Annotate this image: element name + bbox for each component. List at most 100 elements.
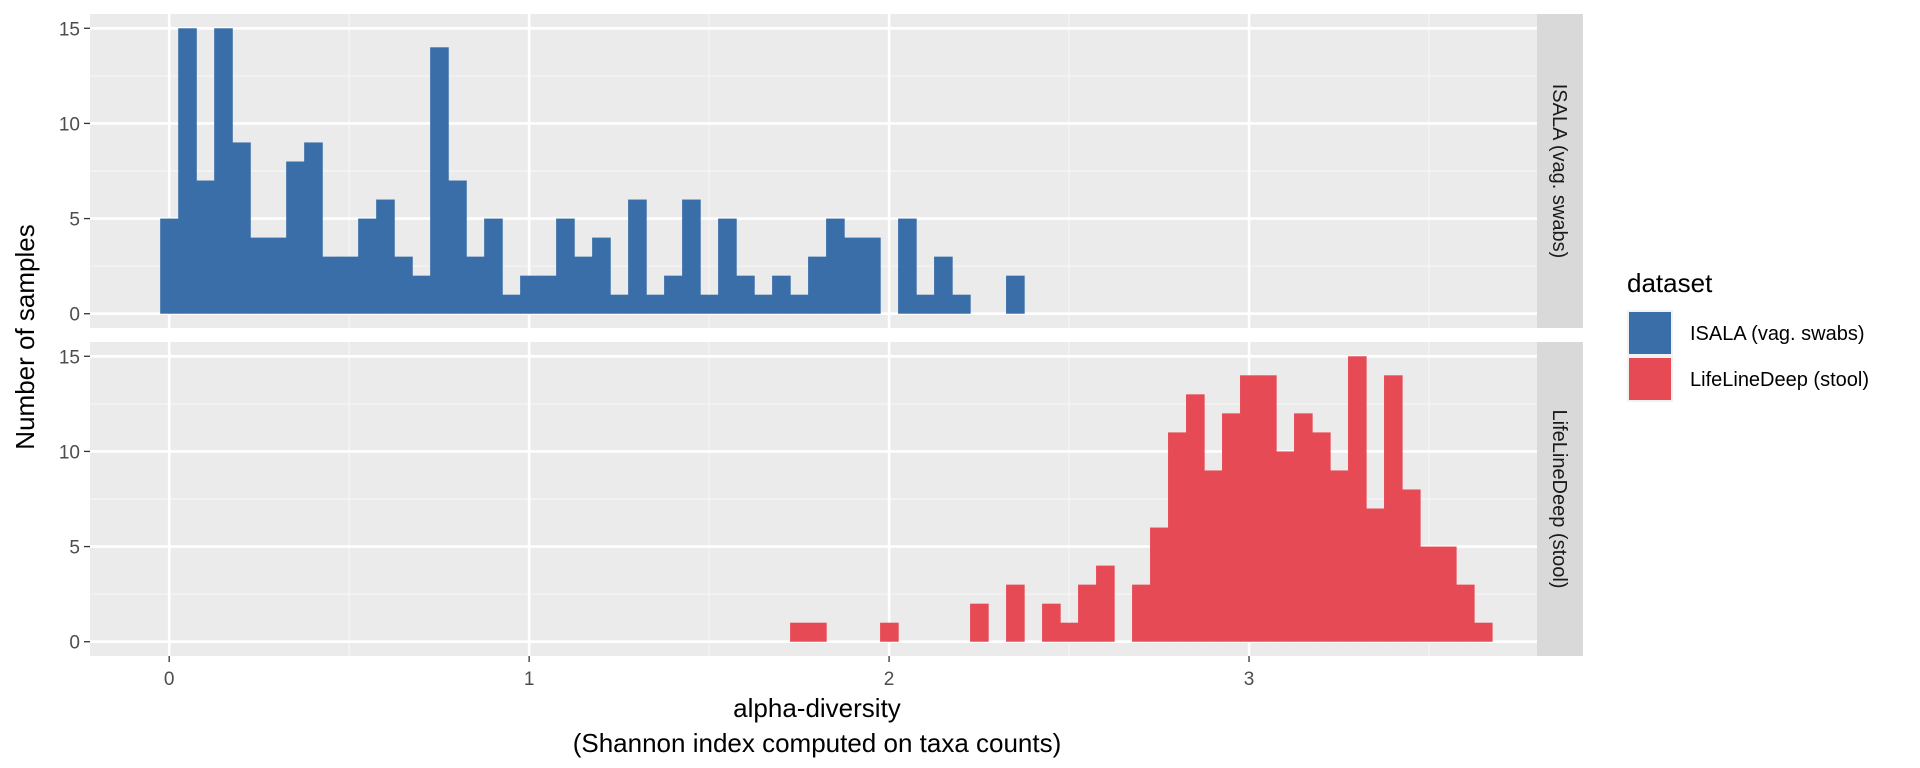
- histogram-bar: [322, 256, 341, 314]
- y-axis-title: Number of samples: [10, 224, 40, 449]
- histogram-bar: [1060, 622, 1079, 642]
- histogram-bar: [934, 256, 953, 314]
- histogram-bar: [412, 275, 431, 314]
- histogram-bar: [808, 622, 827, 642]
- histogram-bar: [1078, 584, 1097, 642]
- histogram-bar: [286, 161, 305, 314]
- y-tick-label: 0: [69, 305, 80, 326]
- histogram-bar: [700, 294, 719, 314]
- histogram-bar: [1366, 508, 1385, 642]
- legend-label: ISALA (vag. swabs): [1690, 323, 1865, 345]
- histogram-bar: [1132, 584, 1151, 642]
- histogram-bar: [520, 275, 539, 314]
- histogram-bar: [1402, 489, 1421, 642]
- x-tick-label: 1: [524, 669, 535, 690]
- histogram-bar: [358, 218, 377, 314]
- histogram-bar: [790, 294, 809, 314]
- y-tick-label: 15: [59, 19, 80, 40]
- y-tick-label: 5: [69, 210, 80, 231]
- histogram-bar: [1006, 275, 1025, 314]
- histogram-bar: [556, 218, 575, 314]
- histogram-bar: [790, 622, 809, 642]
- histogram-bar: [1294, 413, 1313, 642]
- histogram-bar: [538, 275, 557, 314]
- histogram-bar: [1312, 432, 1331, 642]
- histogram-bar: [1348, 356, 1367, 642]
- histogram-bar: [268, 237, 287, 314]
- facet-strip-label: ISALA (vag. swabs): [1548, 84, 1570, 259]
- histogram-bar: [1258, 375, 1277, 642]
- histogram-bar: [232, 142, 251, 314]
- histogram-bar: [1168, 432, 1187, 642]
- legend: dataset ISALA (vag. swabs) LifeLineDeep (…: [1627, 268, 1869, 402]
- x-tick-label: 3: [1244, 669, 1255, 690]
- histogram-bar: [574, 256, 593, 314]
- x-tick-label: 2: [884, 669, 895, 690]
- histogram-bar: [1330, 470, 1349, 642]
- histogram-bar: [916, 294, 935, 314]
- histogram-bar: [1150, 527, 1169, 642]
- histogram-bar: [808, 256, 827, 314]
- histogram-bar: [736, 275, 755, 314]
- histogram-bar: [682, 199, 701, 314]
- histogram-bar: [1186, 394, 1205, 642]
- facet-strip-label: LifeLineDeep (stool): [1548, 410, 1570, 589]
- histogram-bar: [844, 237, 863, 314]
- histogram-bar: [196, 180, 215, 314]
- histogram-bar: [1384, 375, 1403, 642]
- histogram-bar: [826, 218, 845, 314]
- histogram-bar: [178, 28, 197, 314]
- histogram-bar: [1042, 603, 1061, 642]
- histogram-bar: [466, 256, 485, 314]
- histogram-bar: [862, 237, 881, 314]
- histogram-bar: [1222, 413, 1241, 642]
- histogram-bar: [646, 294, 665, 314]
- legend-label: LifeLineDeep (stool): [1690, 369, 1869, 391]
- facet-strip: [1537, 14, 1583, 328]
- histogram-bar: [340, 256, 359, 314]
- histogram-bar: [610, 294, 629, 314]
- histogram-bar: [628, 199, 647, 314]
- histogram-bar: [772, 275, 791, 314]
- histogram-bar: [1204, 470, 1223, 642]
- y-tick-label: 5: [69, 538, 80, 559]
- legend-title: dataset: [1627, 268, 1713, 298]
- histogram-bar: [430, 47, 449, 314]
- histogram-bar: [1096, 565, 1115, 642]
- histogram-bar: [448, 180, 467, 314]
- histogram-bar: [664, 275, 683, 314]
- y-tick-label: 10: [59, 442, 80, 463]
- legend-swatch: [1629, 312, 1671, 354]
- histogram-bar: [1438, 546, 1457, 642]
- y-tick-label: 10: [59, 114, 80, 135]
- y-tick-label: 0: [69, 633, 80, 654]
- histogram-bar: [1474, 622, 1493, 642]
- histogram-bar: [502, 294, 521, 314]
- histogram-bar: [898, 218, 917, 314]
- histogram-bar: [484, 218, 503, 314]
- histogram-bar: [394, 256, 413, 314]
- x-axis-title-line2: (Shannon index computed on taxa counts): [573, 728, 1062, 758]
- facet-panel: 0 5 10 15 ISALA (vag. swabs): [59, 14, 1583, 328]
- histogram-bar: [1240, 375, 1259, 642]
- x-axis: 0 1 2 3: [164, 656, 1254, 690]
- histogram-bar: [376, 199, 395, 314]
- x-axis-title-line1: alpha-diversity: [733, 693, 901, 723]
- histogram-bar: [718, 218, 737, 314]
- histogram-bar: [250, 237, 269, 314]
- histogram-bar: [1456, 584, 1475, 642]
- legend-items: ISALA (vag. swabs) LifeLineDeep (stool): [1627, 310, 1869, 402]
- histogram-bar: [592, 237, 611, 314]
- histogram-bar: [970, 603, 989, 642]
- histogram-bar: [1420, 546, 1439, 642]
- x-tick-label: 0: [164, 669, 175, 690]
- histogram-bar: [1276, 451, 1295, 642]
- legend-swatch: [1629, 358, 1671, 400]
- histogram-bar: [304, 142, 323, 314]
- facet-panel: 0 5 10 15 LifeLineDeep (stool): [59, 342, 1583, 656]
- y-tick-label: 15: [59, 347, 80, 368]
- histogram-bar: [214, 28, 233, 314]
- histogram-bar: [880, 622, 899, 642]
